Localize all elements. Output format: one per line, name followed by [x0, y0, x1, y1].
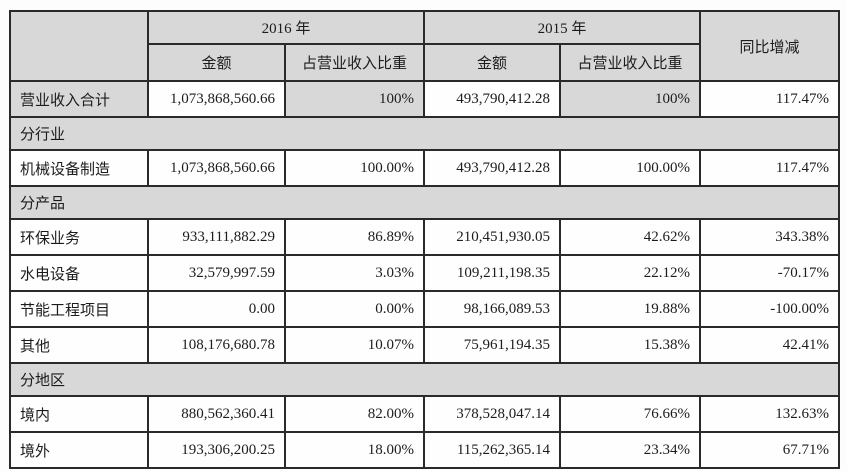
amount-2016-cell: 1,073,868,560.66 — [147, 80, 286, 118]
amount-2015-cell: 493,790,412.28 — [423, 80, 562, 118]
yoy-cell: 132.63% — [699, 395, 841, 433]
row-label-cell: 境外 — [9, 431, 149, 469]
amount-2016-cell: 0.00 — [147, 290, 286, 328]
table-row-domestic: 境内 880,562,360.41 82.00% 378,528,047.14 … — [9, 395, 841, 433]
row-label-cell: 机械设备制造 — [9, 149, 149, 187]
header-amount-2016: 金额 — [147, 43, 286, 82]
header-row-years: 2016 年 2015 年 同比增减 — [9, 10, 841, 82]
share-2015-cell: 76.66% — [559, 395, 702, 433]
section-row-by-region: 分地区 — [8, 362, 841, 397]
yoy-cell: -70.17% — [699, 254, 841, 292]
table-row-energy-saving: 节能工程项目 0.00 0.00% 98,166,089.53 19.88% -… — [9, 290, 841, 328]
share-2016-cell: 100% — [283, 80, 426, 118]
yoy-cell: 343.38% — [699, 218, 841, 256]
table-row-total-revenue: 营业收入合计 1,073,868,560.66 100% 493,790,412… — [9, 80, 841, 118]
share-2015-cell: 19.88% — [559, 290, 702, 328]
revenue-breakdown-table: 2016 年 2015 年 同比增减 金额 占营业收入比重 金额 占营业收入比重… — [8, 10, 841, 469]
yoy-cell: 67.71% — [699, 431, 841, 469]
header-yoy-change: 同比增减 — [699, 10, 841, 82]
row-label-cell: 营业收入合计 — [9, 80, 149, 118]
amount-2015-cell: 210,451,930.05 — [423, 218, 562, 256]
share-2016-cell: 100.00% — [283, 149, 426, 187]
yoy-cell: 117.47% — [699, 149, 841, 187]
table-row-machinery: 机械设备制造 1,073,868,560.66 100.00% 493,790,… — [9, 149, 841, 187]
amount-2016-cell: 32,579,997.59 — [147, 254, 286, 292]
share-2016-cell: 18.00% — [283, 431, 426, 469]
section-label-cell: 分行业 — [8, 116, 841, 151]
amount-2016-cell: 880,562,360.41 — [147, 395, 286, 433]
table-row-overseas: 境外 193,306,200.25 18.00% 115,262,365.14 … — [9, 431, 841, 469]
section-label-cell: 分地区 — [8, 362, 841, 397]
amount-2016-cell: 108,176,680.78 — [147, 326, 286, 364]
amount-2016-cell: 1,073,868,560.66 — [147, 149, 286, 187]
header-amount-2015: 金额 — [423, 43, 562, 82]
share-2016-cell: 82.00% — [283, 395, 426, 433]
yoy-cell: -100.00% — [699, 290, 841, 328]
amount-2015-cell: 109,211,198.35 — [423, 254, 562, 292]
amount-2015-cell: 75,961,194.35 — [423, 326, 562, 364]
header-year-2016: 2016 年 — [146, 10, 426, 45]
section-row-by-industry: 分行业 — [8, 116, 841, 151]
share-2015-cell: 100% — [559, 80, 702, 118]
section-row-by-product: 分产品 — [8, 185, 841, 220]
yoy-cell: 42.41% — [699, 326, 841, 364]
amount-2015-cell: 493,790,412.28 — [423, 149, 562, 187]
row-label-cell: 其他 — [9, 326, 149, 364]
amount-2016-cell: 933,111,882.29 — [147, 218, 286, 256]
share-2016-cell: 10.07% — [283, 326, 426, 364]
section-label-cell: 分产品 — [8, 185, 841, 220]
header-share-2015: 占营业收入比重 — [559, 43, 702, 82]
share-2015-cell: 22.12% — [559, 254, 702, 292]
share-2015-cell: 15.38% — [559, 326, 702, 364]
table-row-other: 其他 108,176,680.78 10.07% 75,961,194.35 1… — [9, 326, 841, 364]
amount-2015-cell: 98,166,089.53 — [423, 290, 562, 328]
share-2015-cell: 100.00% — [559, 149, 702, 187]
header-blank-cell — [9, 10, 149, 82]
share-2016-cell: 3.03% — [283, 254, 426, 292]
yoy-cell: 117.47% — [699, 80, 841, 118]
amount-2015-cell: 115,262,365.14 — [423, 431, 562, 469]
share-2015-cell: 42.62% — [559, 218, 702, 256]
amount-2015-cell: 378,528,047.14 — [423, 395, 562, 433]
share-2016-cell: 86.89% — [283, 218, 426, 256]
header-share-2016: 占营业收入比重 — [283, 43, 426, 82]
row-label-cell: 水电设备 — [9, 254, 149, 292]
table-row-hydropower: 水电设备 32,579,997.59 3.03% 109,211,198.35 … — [9, 254, 841, 292]
row-label-cell: 节能工程项目 — [9, 290, 149, 328]
table-row-environmental: 环保业务 933,111,882.29 86.89% 210,451,930.0… — [9, 218, 841, 256]
amount-2016-cell: 193,306,200.25 — [147, 431, 286, 469]
share-2015-cell: 23.34% — [559, 431, 702, 469]
header-row-measures: 金额 占营业收入比重 金额 占营业收入比重 — [10, 43, 839, 82]
row-label-cell: 境内 — [9, 395, 149, 433]
header-year-2015: 2015 年 — [423, 10, 702, 45]
share-2016-cell: 0.00% — [283, 290, 426, 328]
row-label-cell: 环保业务 — [9, 218, 149, 256]
